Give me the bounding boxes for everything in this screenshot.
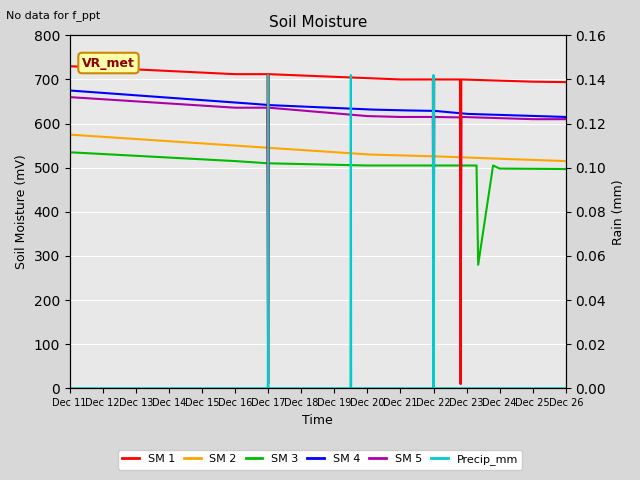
- X-axis label: Time: Time: [302, 414, 333, 427]
- Y-axis label: Soil Moisture (mV): Soil Moisture (mV): [15, 155, 28, 269]
- Legend: SM 1, SM 2, SM 3, SM 4, SM 5, Precip_mm: SM 1, SM 2, SM 3, SM 4, SM 5, Precip_mm: [118, 450, 522, 469]
- Text: No data for f_ppt: No data for f_ppt: [6, 10, 100, 21]
- Y-axis label: Rain (mm): Rain (mm): [612, 179, 625, 245]
- Text: VR_met: VR_met: [82, 57, 135, 70]
- Title: Soil Moisture: Soil Moisture: [269, 15, 367, 30]
